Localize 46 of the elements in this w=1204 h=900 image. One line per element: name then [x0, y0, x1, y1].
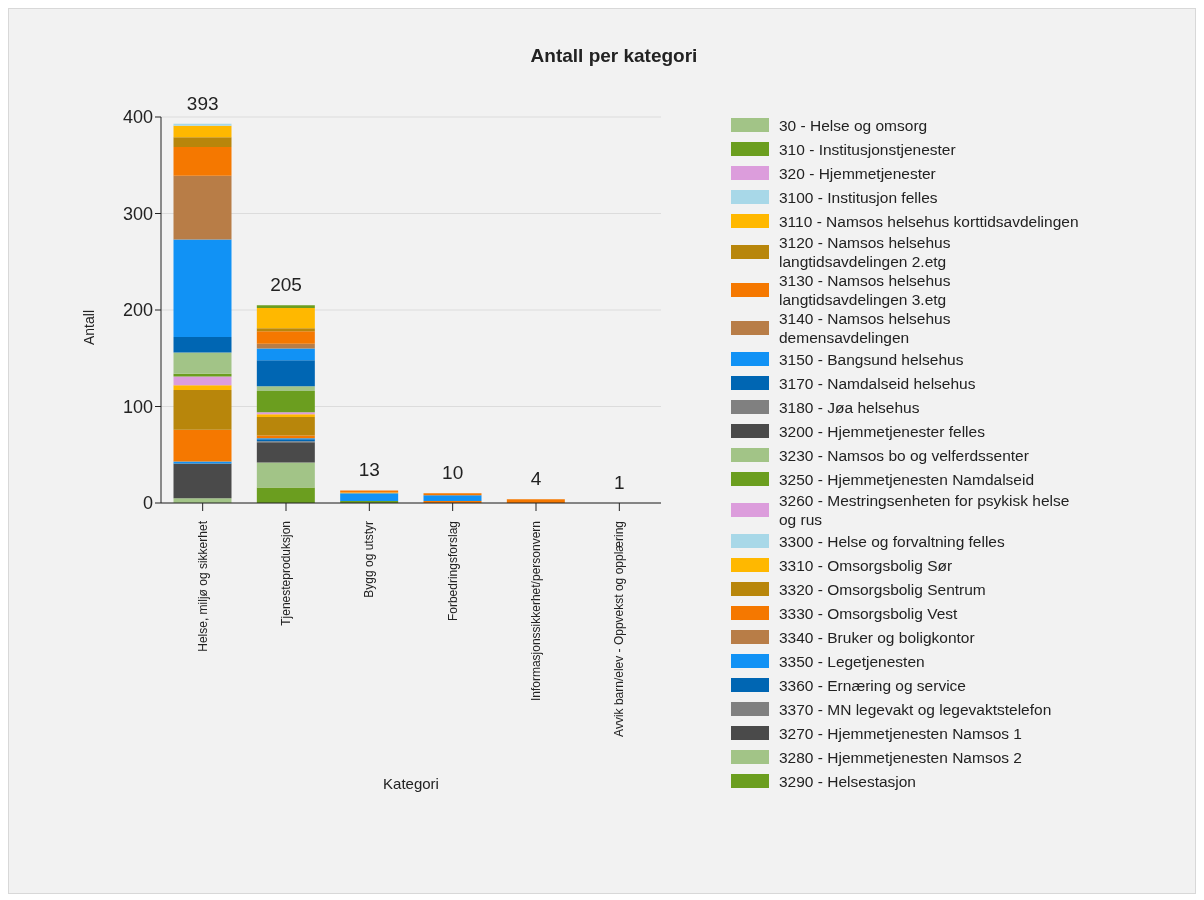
- x-tick-label: Avvik barn/elev - Oppvekst og opplæring: [612, 521, 627, 737]
- legend-label: 3280 - Hjemmetjenesten Namsos 2: [779, 747, 1022, 767]
- legend-label: 3270 - Hjemmetjenesten Namsos 1: [779, 723, 1022, 743]
- x-tick-label: Tjenesteproduksjon: [279, 521, 293, 626]
- legend-label: 30 - Helse og omsorg: [779, 115, 928, 135]
- legend-label: 3250 - Hjemmetjenesten Namdalseid: [779, 469, 1035, 489]
- legend-label: 3170 - Namdalseid helsehus: [779, 373, 976, 393]
- legend-label: 3320 - Omsorgsbolig Sentrum: [779, 579, 986, 599]
- legend-label: 3300 - Helse og forvaltning felles: [779, 531, 1005, 551]
- legend-label: 3120 - Namsos helsehus langtidsavdelingen 2.etg: [779, 233, 952, 271]
- legend-label: 3150 - Bangsund helsehus: [779, 349, 964, 369]
- text: 1: [614, 472, 625, 493]
- legend-label: 3130 - Namsos helsehus langtidsavdelingen 3.etg: [779, 271, 952, 309]
- total-label: 205: [270, 274, 302, 296]
- legend-label: 3180 - Jøa helsehus: [779, 397, 920, 417]
- y-tick-label: 200: [122, 300, 153, 321]
- y-tick-label: 300: [122, 203, 153, 224]
- legend-label: 3340 - Bruker og boligkontor: [779, 627, 975, 647]
- total-label: 13: [358, 459, 380, 481]
- legend-label: 3310 - Omsorgsbolig Sør: [779, 555, 953, 575]
- legend-label: 310 - Institusjonstjenester: [779, 139, 956, 159]
- x-tick-label: Bygg og utstyr: [362, 521, 377, 598]
- legend-label: 3110 - Namsos helsehus korttidsavdelingen: [779, 211, 1079, 231]
- x-tick-label: Forbedringsforslag: [445, 521, 460, 622]
- x-tick-label: Helse, miljø og sikkerhet: [195, 520, 210, 652]
- legend-label: 3290 - Helsestasjon: [779, 771, 916, 791]
- total-label: 4: [530, 468, 542, 490]
- legend-label: 3230 - Namsos bo og velferdssenter: [779, 445, 1029, 465]
- legend-label: 3360 - Ernæring og service: [779, 675, 966, 695]
- total-label: 10: [442, 462, 464, 484]
- legend-label: 3350 - Legetjenesten: [779, 651, 925, 671]
- total-label: 393: [186, 92, 219, 114]
- legend-label: 320 - Hjemmetjenester: [779, 163, 936, 183]
- legend-label: 3200 - Hjemmetjenester felles: [779, 421, 985, 441]
- legend-label: 3140 - Namsos helsehus demensavdelingen: [779, 309, 952, 347]
- y-tick-label: 400: [122, 107, 153, 128]
- y-tick-label: 0: [142, 493, 153, 514]
- x-axis-title: Kategori: [383, 775, 439, 792]
- x-tick-label: Informasjonssikkerhet/personvern: [529, 521, 543, 702]
- legend-label: 3100 - Institusjon felles: [779, 187, 938, 207]
- legend-label: 3260 - Mestringsenheten for psykisk helse og rus: [779, 491, 1071, 529]
- y-axis-title: Antall: [80, 310, 97, 346]
- legend-label: 3370 - MN legevakt og legevaktstelefon: [779, 699, 1052, 719]
- legend-label: 3330 - Omsorgsbolig Vest: [779, 603, 958, 623]
- chart-title: Antall per kategori: [529, 45, 699, 67]
- y-tick-label: 100: [122, 396, 153, 417]
